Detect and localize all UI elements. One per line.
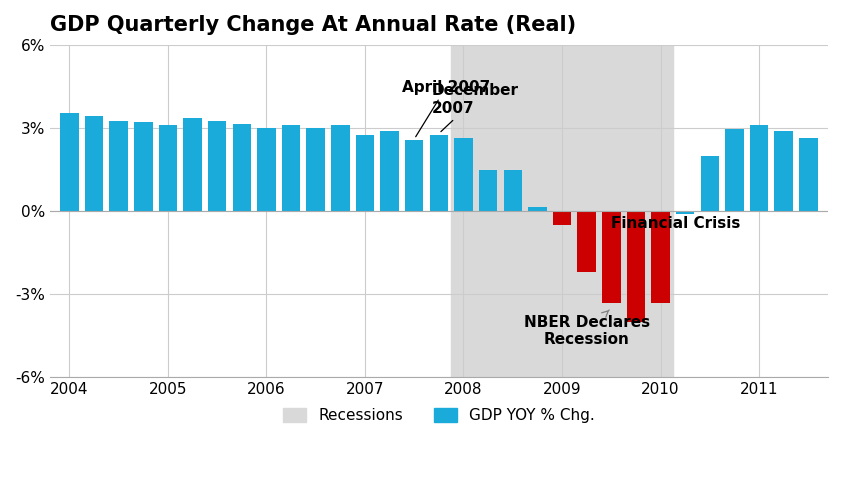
Bar <box>110 121 128 211</box>
Bar <box>134 122 153 211</box>
Bar <box>356 135 374 211</box>
Bar <box>602 211 620 302</box>
Bar <box>626 211 645 322</box>
Bar <box>208 121 227 211</box>
Bar <box>85 116 104 211</box>
Bar <box>158 125 177 211</box>
Legend: Recessions, GDP YOY % Chg.: Recessions, GDP YOY % Chg. <box>277 402 601 430</box>
Bar <box>183 118 201 211</box>
Bar <box>775 131 793 211</box>
Bar <box>799 138 818 211</box>
Bar <box>430 135 448 211</box>
Bar <box>331 125 350 211</box>
Bar <box>652 211 669 302</box>
Bar <box>676 211 695 214</box>
Bar <box>282 125 300 211</box>
Text: April 2007: April 2007 <box>402 80 490 137</box>
Bar <box>257 128 276 211</box>
Bar <box>503 169 522 211</box>
Bar <box>725 130 744 211</box>
Bar <box>380 131 399 211</box>
Text: NBER Declares
Recession: NBER Declares Recession <box>524 310 650 347</box>
Text: GDP Quarterly Change At Annual Rate (Real): GDP Quarterly Change At Annual Rate (Rea… <box>50 15 576 35</box>
Text: December
2007: December 2007 <box>432 84 518 132</box>
Bar <box>749 125 768 211</box>
Bar <box>405 141 423 211</box>
Bar <box>307 128 325 211</box>
Bar <box>479 169 497 211</box>
Text: Financial Crisis: Financial Crisis <box>611 216 741 231</box>
Bar <box>454 138 473 211</box>
Bar <box>451 45 673 377</box>
Bar <box>577 211 596 272</box>
Bar <box>60 113 78 211</box>
Bar <box>701 156 719 211</box>
Bar <box>529 207 546 211</box>
Bar <box>553 211 572 225</box>
Bar <box>233 124 251 211</box>
